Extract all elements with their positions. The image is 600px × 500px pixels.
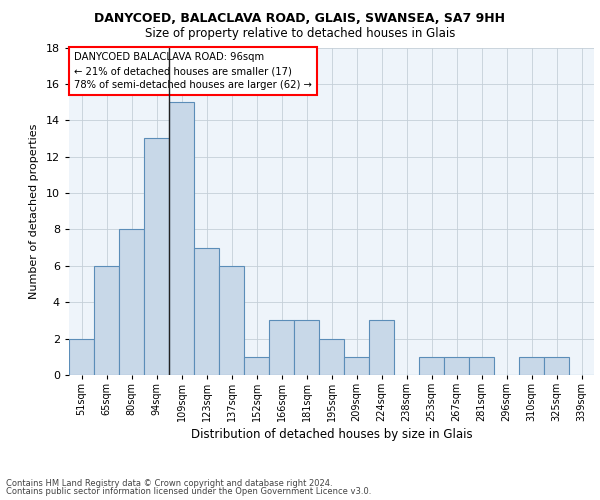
Bar <box>194 248 219 375</box>
Bar <box>369 320 394 375</box>
Bar <box>144 138 169 375</box>
Bar <box>444 357 469 375</box>
Text: Contains HM Land Registry data © Crown copyright and database right 2024.: Contains HM Land Registry data © Crown c… <box>6 478 332 488</box>
Bar <box>544 357 569 375</box>
Bar <box>519 357 544 375</box>
Text: DANYCOED BALACLAVA ROAD: 96sqm
← 21% of detached houses are smaller (17)
78% of : DANYCOED BALACLAVA ROAD: 96sqm ← 21% of … <box>74 52 312 90</box>
Bar <box>169 102 194 375</box>
Text: Contains public sector information licensed under the Open Government Licence v3: Contains public sector information licen… <box>6 487 371 496</box>
X-axis label: Distribution of detached houses by size in Glais: Distribution of detached houses by size … <box>191 428 472 442</box>
Bar <box>419 357 444 375</box>
Text: DANYCOED, BALACLAVA ROAD, GLAIS, SWANSEA, SA7 9HH: DANYCOED, BALACLAVA ROAD, GLAIS, SWANSEA… <box>95 12 505 26</box>
Bar <box>344 357 369 375</box>
Y-axis label: Number of detached properties: Number of detached properties <box>29 124 39 299</box>
Bar <box>219 266 244 375</box>
Bar <box>119 230 144 375</box>
Bar <box>319 338 344 375</box>
Bar <box>94 266 119 375</box>
Bar <box>244 357 269 375</box>
Text: Size of property relative to detached houses in Glais: Size of property relative to detached ho… <box>145 28 455 40</box>
Bar <box>269 320 294 375</box>
Bar <box>469 357 494 375</box>
Bar <box>294 320 319 375</box>
Bar <box>69 338 94 375</box>
